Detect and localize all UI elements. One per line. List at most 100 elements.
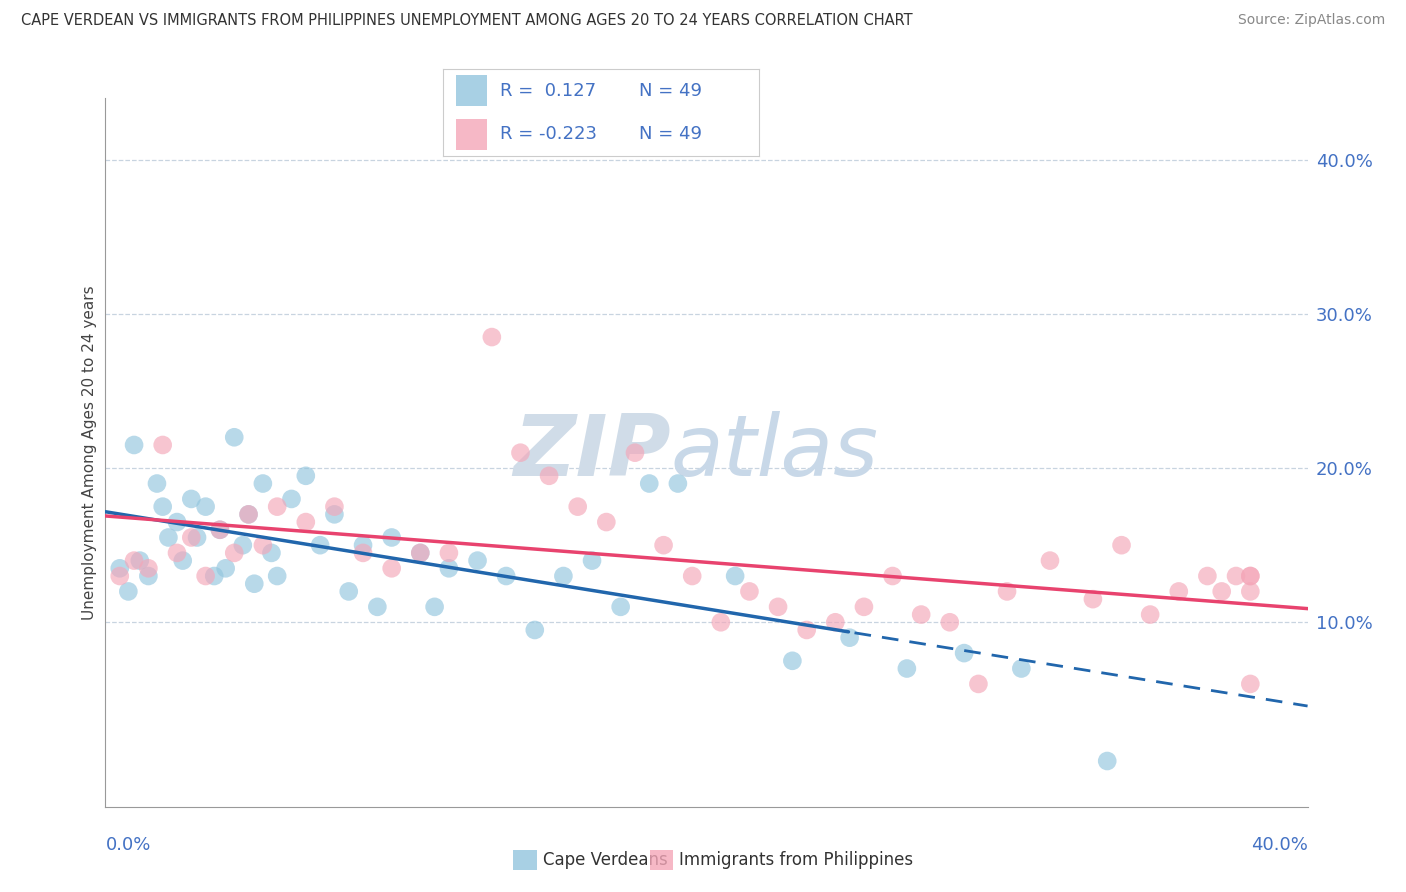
Point xyxy=(194,500,217,514)
Point xyxy=(108,561,131,575)
Point xyxy=(295,515,318,529)
Point xyxy=(852,599,875,614)
Text: atlas: atlas xyxy=(671,411,879,494)
Point xyxy=(409,546,432,560)
Text: ZIP: ZIP xyxy=(513,411,671,494)
Point xyxy=(122,553,145,567)
Point xyxy=(280,491,302,506)
Point xyxy=(138,569,160,583)
Point xyxy=(882,569,904,583)
Point xyxy=(128,553,150,567)
Point xyxy=(766,599,789,614)
Point xyxy=(1197,569,1219,583)
Point xyxy=(437,546,460,560)
Text: R =  0.127: R = 0.127 xyxy=(501,81,596,100)
Point xyxy=(724,569,747,583)
Text: Cape Verdeans: Cape Verdeans xyxy=(543,851,668,869)
Bar xyxy=(456,75,486,106)
Point xyxy=(567,500,589,514)
Point xyxy=(666,476,689,491)
Point xyxy=(366,599,388,614)
Point xyxy=(252,476,274,491)
Point xyxy=(194,569,217,583)
Point xyxy=(152,438,174,452)
Point xyxy=(138,561,160,575)
Point xyxy=(337,584,360,599)
Point xyxy=(523,623,546,637)
Point xyxy=(495,569,517,583)
Point xyxy=(423,599,446,614)
Point xyxy=(238,508,260,522)
Point xyxy=(1039,553,1062,567)
Point xyxy=(232,538,254,552)
Text: 40.0%: 40.0% xyxy=(1251,836,1308,854)
Point xyxy=(1139,607,1161,622)
Point xyxy=(1225,569,1247,583)
Point xyxy=(214,561,236,575)
Point xyxy=(323,508,346,522)
Point xyxy=(896,661,918,675)
Point xyxy=(152,500,174,514)
Text: 0.0%: 0.0% xyxy=(105,836,150,854)
Point xyxy=(1239,584,1261,599)
Point xyxy=(738,584,761,599)
Point xyxy=(409,546,432,560)
Point xyxy=(266,500,288,514)
Point xyxy=(437,561,460,575)
Point xyxy=(838,631,860,645)
Point xyxy=(1010,661,1032,675)
Point xyxy=(953,646,976,660)
Point xyxy=(581,553,603,567)
Point xyxy=(202,569,225,583)
Point xyxy=(166,515,188,529)
Point xyxy=(352,538,374,552)
Point xyxy=(117,584,139,599)
Point xyxy=(538,468,561,483)
Point xyxy=(553,569,575,583)
Point xyxy=(1239,677,1261,691)
Point xyxy=(224,546,246,560)
Point xyxy=(481,330,503,344)
Point xyxy=(180,491,202,506)
Point xyxy=(910,607,932,622)
Text: Source: ZipAtlas.com: Source: ZipAtlas.com xyxy=(1237,13,1385,28)
Point xyxy=(122,438,145,452)
Text: Immigrants from Philippines: Immigrants from Philippines xyxy=(679,851,914,869)
Point xyxy=(260,546,283,560)
Point xyxy=(1239,569,1261,583)
Text: CAPE VERDEAN VS IMMIGRANTS FROM PHILIPPINES UNEMPLOYMENT AMONG AGES 20 TO 24 YEA: CAPE VERDEAN VS IMMIGRANTS FROM PHILIPPI… xyxy=(21,13,912,29)
Point xyxy=(208,523,231,537)
Point xyxy=(509,446,531,460)
Point xyxy=(186,531,208,545)
Point xyxy=(939,615,962,630)
Point xyxy=(652,538,675,552)
Point xyxy=(295,468,318,483)
Point xyxy=(467,553,489,567)
Point xyxy=(108,569,131,583)
Point xyxy=(1211,584,1233,599)
Point xyxy=(710,615,733,630)
Text: R = -0.223: R = -0.223 xyxy=(501,125,596,144)
Point xyxy=(309,538,332,552)
Point xyxy=(824,615,846,630)
Point xyxy=(796,623,818,637)
Point xyxy=(166,546,188,560)
Point xyxy=(238,508,260,522)
Point xyxy=(157,531,180,545)
Text: N = 49: N = 49 xyxy=(640,125,702,144)
Point xyxy=(609,599,631,614)
Point xyxy=(252,538,274,552)
Point xyxy=(1081,592,1104,607)
Point xyxy=(782,654,804,668)
Point xyxy=(681,569,703,583)
Bar xyxy=(456,119,486,150)
Point xyxy=(595,515,617,529)
Point xyxy=(172,553,194,567)
Point xyxy=(266,569,288,583)
Point xyxy=(1111,538,1133,552)
Point xyxy=(381,531,404,545)
Point xyxy=(208,523,231,537)
Point xyxy=(180,531,202,545)
Point xyxy=(1095,754,1118,768)
Point xyxy=(224,430,246,444)
